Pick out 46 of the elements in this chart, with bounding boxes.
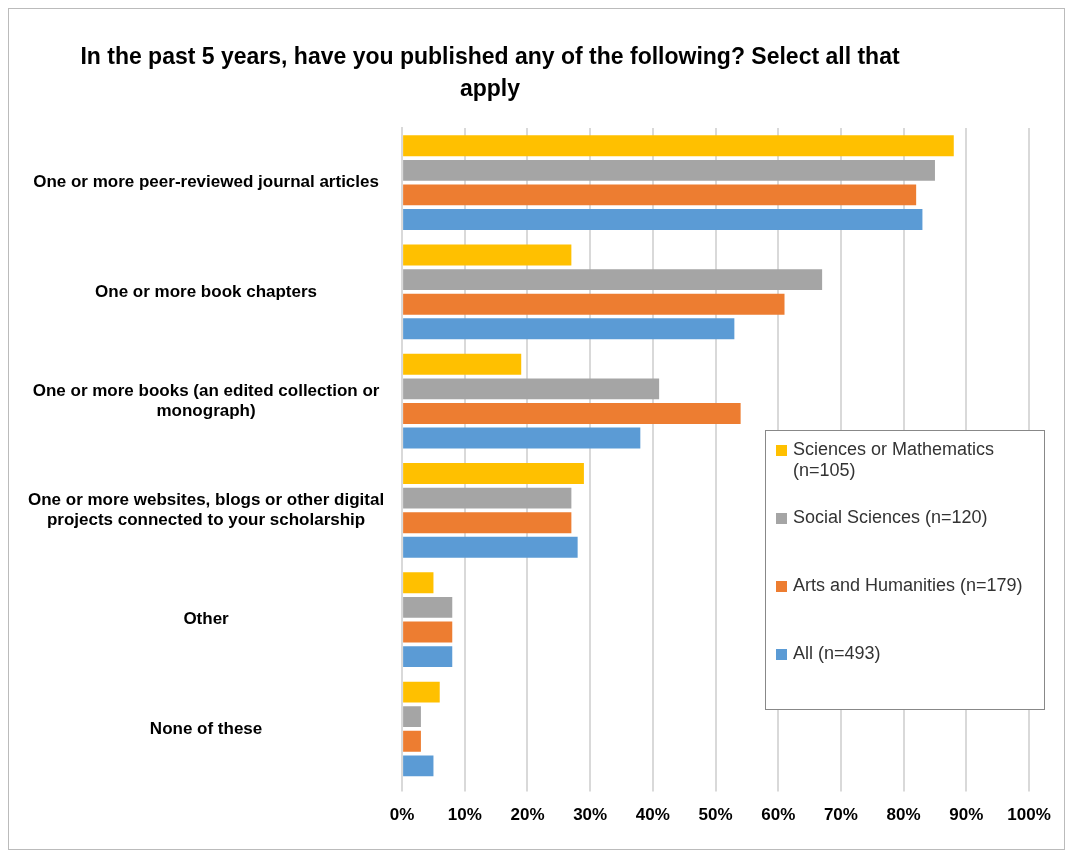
bar <box>403 209 923 230</box>
bar <box>403 572 434 594</box>
y-tick-label: One or more peer-reviewed journal articles <box>33 172 379 192</box>
y-tick-label: One or more websites, blogs or other digital projects connected to your scholarship <box>27 489 385 530</box>
y-tick-label: Other <box>183 609 230 629</box>
x-tick-label: 0% <box>389 805 415 825</box>
chart-title: In the past 5 years, have you published any of the following? Select all that apply <box>79 42 901 103</box>
bar <box>403 159 935 181</box>
x-tick-label: 20% <box>510 805 545 825</box>
bar <box>403 681 440 703</box>
x-tick-label: 60% <box>761 805 796 825</box>
bar <box>403 730 421 752</box>
bar <box>403 293 785 315</box>
x-tick-label: 70% <box>823 805 858 825</box>
bar <box>403 318 735 340</box>
bar <box>403 353 522 375</box>
bar <box>403 463 584 484</box>
bar <box>403 135 954 157</box>
legend-label: Arts and Humanities (n=179) <box>793 575 1023 596</box>
x-tick-label: 30% <box>573 805 608 825</box>
legend-label: Social Sciences (n=120) <box>793 507 988 528</box>
bar <box>403 621 453 643</box>
bar <box>403 706 421 728</box>
legend-label: All (n=493) <box>793 643 881 664</box>
bar <box>403 536 578 558</box>
x-tick-label: 100% <box>1007 805 1051 825</box>
bar <box>403 403 741 424</box>
x-tick-label: 90% <box>949 805 984 825</box>
bar <box>403 487 572 509</box>
y-tick-label: One or more book chapters <box>95 281 318 301</box>
bar <box>403 646 453 668</box>
x-tick-label: 40% <box>635 805 670 825</box>
bar <box>403 427 641 449</box>
x-tick-label: 80% <box>886 805 921 825</box>
bar <box>403 378 660 400</box>
bar <box>403 512 572 534</box>
legend-label: Sciences or Mathematics (n=105) <box>793 439 996 481</box>
bar <box>403 184 917 206</box>
y-tick-label: None of these <box>149 718 263 738</box>
bar <box>403 244 572 266</box>
bar <box>403 755 434 777</box>
bar <box>403 269 823 291</box>
bar <box>403 596 453 618</box>
x-tick-label: 50% <box>698 805 733 825</box>
x-tick-label: 10% <box>447 805 482 825</box>
y-tick-label: One or more books (an edited collection or monograph) <box>32 380 380 421</box>
